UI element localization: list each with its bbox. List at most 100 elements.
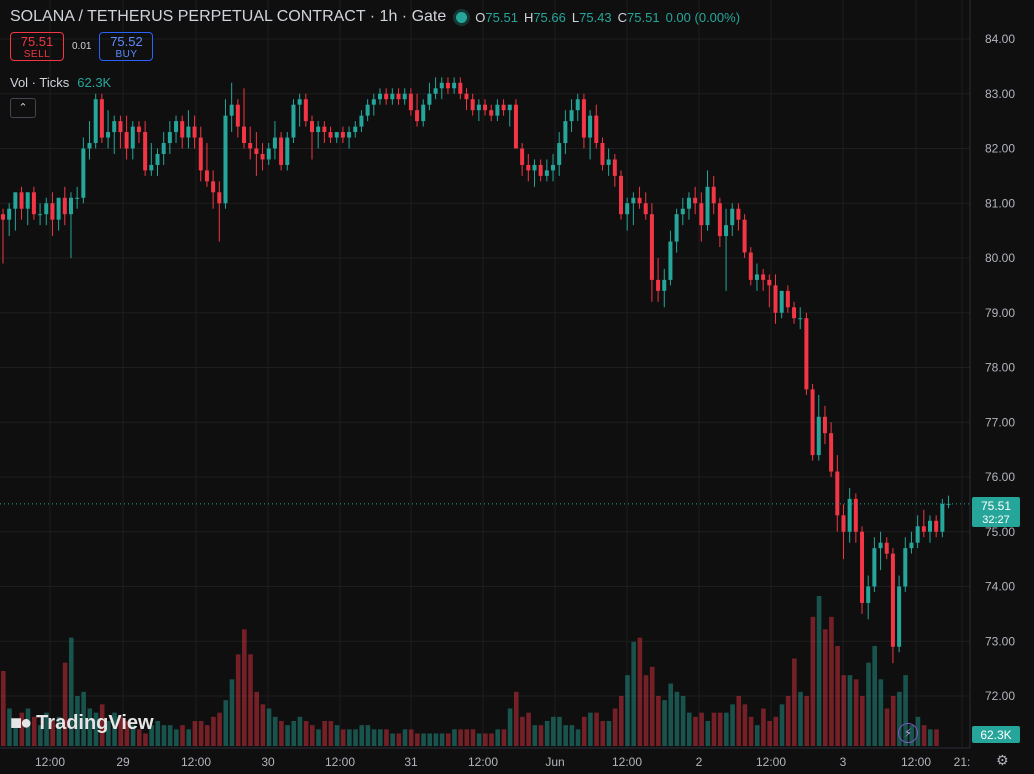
volume-bar [297, 716, 303, 746]
volume-bar [174, 729, 179, 746]
time-tick-label: 21: [954, 755, 971, 769]
time-tick-label: 31 [404, 755, 418, 769]
candle [242, 88, 247, 149]
candle [717, 197, 722, 248]
volume-bar [340, 729, 346, 746]
candle [192, 115, 197, 149]
price-tick-label: 82.00 [985, 142, 1015, 156]
volume-bar [680, 696, 686, 746]
volume-bar [822, 629, 828, 746]
volume-legend[interactable]: Vol · Ticks 62.3K [10, 75, 111, 90]
candle [229, 82, 234, 133]
volume-bar [538, 725, 544, 746]
sell-button[interactable]: 75.51 SELL [10, 32, 64, 61]
volume-bar [476, 733, 482, 746]
volume-bar [211, 716, 216, 746]
bolt-icon[interactable]: ⚡ [898, 723, 918, 743]
volume-bar [75, 696, 80, 746]
price-tick-label: 81.00 [985, 196, 1015, 210]
candle [903, 537, 908, 592]
volume-bar [520, 716, 525, 746]
buy-button[interactable]: 75.52 BUY [99, 32, 154, 61]
collapse-legend-button[interactable]: ⌃ [10, 98, 36, 118]
candle [62, 186, 67, 226]
ohlc-legend: O75.51 H75.66 L75.43 C75.51 0.00 (0.00%) [475, 10, 740, 25]
price-tick-label: 78.00 [985, 361, 1015, 375]
volume-bar [872, 646, 877, 746]
gear-icon[interactable]: ⚙ [996, 752, 1009, 768]
volume-bar [773, 716, 779, 746]
candle [915, 515, 920, 549]
volume-bar [235, 654, 241, 746]
candle [606, 148, 611, 176]
volume-bar [878, 679, 884, 746]
volume-bar [686, 712, 692, 746]
price-axis-bg[interactable] [970, 0, 1034, 748]
candle [19, 186, 24, 220]
volume-bar [507, 708, 513, 746]
candle [878, 531, 883, 571]
volume-bar [44, 712, 49, 746]
volume-bar [377, 729, 383, 746]
candle [328, 126, 333, 144]
candle [656, 258, 661, 302]
candle [835, 455, 840, 532]
spread-value: 0.01 [72, 41, 92, 52]
volume-bar [260, 704, 266, 746]
volume-bar [594, 712, 599, 746]
candle [909, 531, 914, 554]
candle [934, 515, 939, 538]
volume-bar [334, 725, 340, 746]
candle [470, 93, 475, 116]
volume-bar [186, 729, 191, 746]
volume-bar [866, 662, 871, 746]
candle [872, 537, 877, 592]
volume-bar [7, 708, 12, 746]
volume-bar [445, 733, 451, 746]
candle [792, 301, 797, 324]
symbol-title[interactable]: SOLANA / TETHERUS PERPETUAL CONTRACT · 1… [10, 8, 447, 25]
volume-bar [167, 725, 173, 746]
candle [575, 93, 580, 122]
volume-bar [56, 716, 62, 746]
volume-bar [532, 725, 538, 746]
candle [798, 307, 803, 330]
candle [810, 383, 815, 461]
candle [223, 99, 228, 209]
candle [112, 115, 117, 154]
tradingview-logo[interactable]: ■● TradingView [10, 712, 154, 735]
volume-bar [637, 637, 643, 746]
volume-bar [359, 725, 365, 746]
candle [860, 526, 865, 614]
candle [254, 132, 259, 176]
volume-bar [711, 712, 717, 746]
volume-bar [606, 721, 612, 746]
low-label: L [571, 9, 580, 25]
volume-axis-badge: 62.3K [972, 726, 1020, 743]
volume-bar [779, 704, 785, 746]
volume-bar [470, 729, 476, 746]
grid-lines [0, 0, 970, 748]
candle [75, 186, 80, 209]
volume-bar [928, 729, 933, 746]
volume-bar [242, 629, 247, 746]
volume-axis-label: 62.3K [980, 728, 1011, 742]
volume-bar [792, 658, 797, 746]
time-tick-label: 12:00 [181, 755, 211, 769]
volume-bar [724, 712, 729, 746]
candle [668, 230, 673, 286]
volume-bar [204, 725, 210, 746]
volume-bar [155, 721, 161, 746]
candle [217, 181, 222, 242]
volume-bar [717, 712, 723, 746]
volume-bar [390, 733, 395, 746]
candle [180, 115, 185, 149]
volume-bar [112, 712, 117, 746]
candle [767, 274, 772, 308]
candle [174, 115, 179, 144]
volume-bar [458, 729, 463, 746]
candle [526, 153, 531, 182]
candle [822, 405, 827, 445]
volume-bar [62, 662, 68, 746]
